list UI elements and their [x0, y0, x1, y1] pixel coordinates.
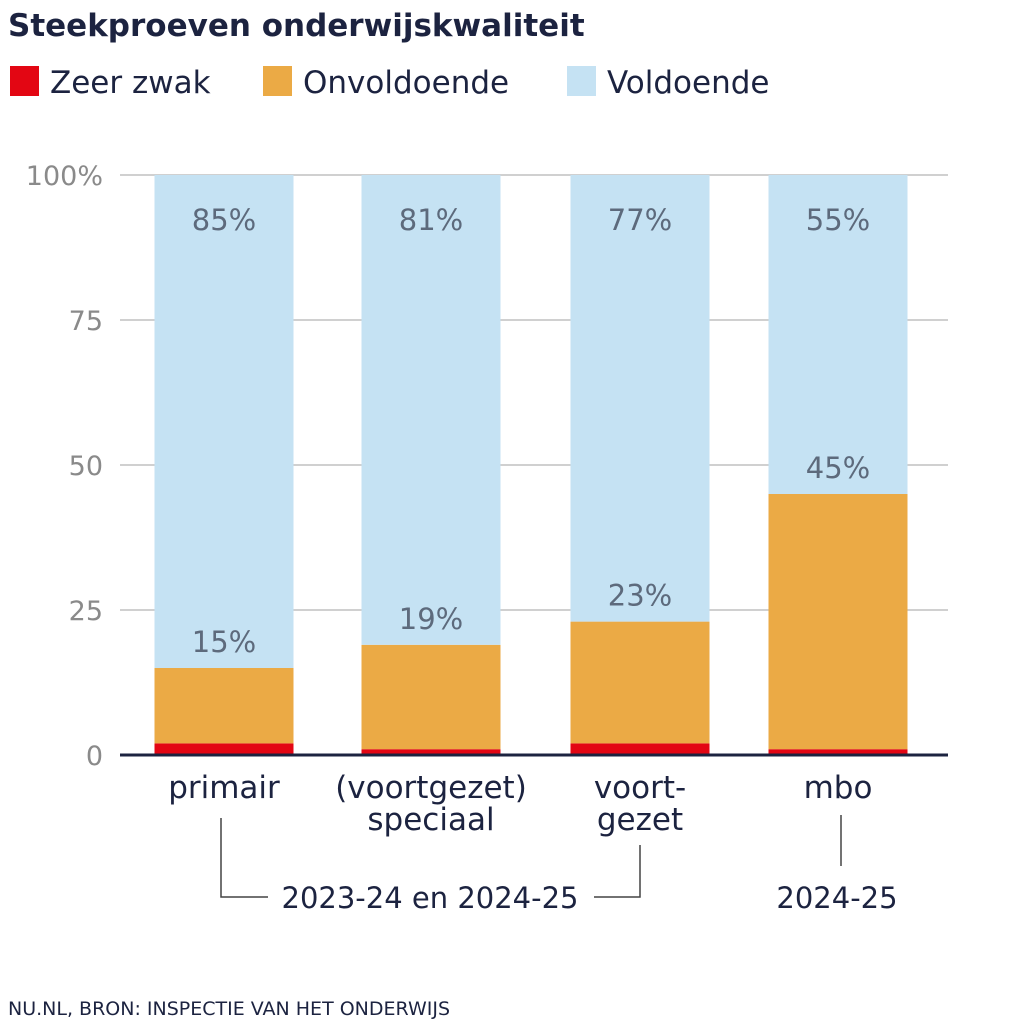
- y-axis-ticks: 0 25 50 75 100%: [26, 161, 103, 772]
- y-tick-label: 100%: [26, 161, 103, 192]
- group-label: 2024-25: [776, 881, 897, 915]
- group-bracket: [594, 845, 641, 898]
- bar-value-label: 55%: [806, 203, 870, 237]
- source-note: NU.NL, BRON: INSPECTIE VAN HET ONDERWIJS: [8, 998, 450, 1020]
- bar-segment: [361, 175, 501, 645]
- group-bracket: [220, 818, 268, 898]
- legend-label: Voldoende: [607, 65, 770, 101]
- group-label: 2023-24 en 2024-25: [282, 881, 579, 915]
- x-category-label: gezet: [597, 802, 683, 838]
- y-tick-label: 25: [69, 596, 103, 627]
- bar-labels: 15% 85% 19% 81% 23% 77% 45% 55%: [192, 203, 870, 659]
- chart-title: Steekproeven onderwijskwaliteit: [8, 8, 585, 44]
- x-category-label: primair: [168, 770, 280, 806]
- bar-value-label: 77%: [608, 203, 672, 237]
- bar-segment: [570, 743, 710, 755]
- bar-segment: [768, 494, 908, 750]
- bar-segment: [361, 749, 501, 755]
- legend-swatch: [10, 66, 39, 96]
- y-tick-label: 0: [86, 741, 103, 772]
- bar-segment: [361, 644, 501, 750]
- bar-segment: [570, 621, 710, 744]
- y-tick-label: 75: [69, 306, 103, 337]
- x-category-label: (voortgezet): [335, 770, 527, 806]
- legend-swatch: [263, 66, 292, 96]
- x-category-label: mbo: [804, 770, 873, 806]
- bar-value-label: 45%: [806, 451, 870, 485]
- bar-segment: [154, 743, 294, 755]
- bar-segment: [768, 175, 908, 494]
- bar-value-label: 19%: [399, 602, 463, 636]
- bar-segment: [768, 749, 908, 755]
- legend-label: Zeer zwak: [50, 65, 211, 101]
- x-category-label: voort-: [594, 770, 686, 806]
- bar-value-label: 23%: [608, 579, 672, 613]
- category-groups: 2023-24 en 2024-25 2024-25: [220, 815, 898, 915]
- x-category-label: speciaal: [367, 802, 494, 838]
- bar-value-label: 81%: [399, 203, 463, 237]
- legend-swatch: [567, 66, 596, 96]
- bar-segment: [570, 175, 710, 622]
- legend-label: Onvoldoende: [303, 65, 509, 101]
- bar-value-label: 85%: [192, 203, 256, 237]
- legend: Zeer zwak Onvoldoende Voldoende: [10, 65, 770, 101]
- x-axis: primair (voortgezet)speciaal voort-gezet mb…: [120, 753, 948, 838]
- bar-segment: [154, 668, 294, 744]
- bars: [154, 175, 908, 755]
- y-tick-label: 50: [69, 451, 103, 482]
- bar-segment: [154, 175, 294, 668]
- bar-value-label: 15%: [192, 625, 256, 659]
